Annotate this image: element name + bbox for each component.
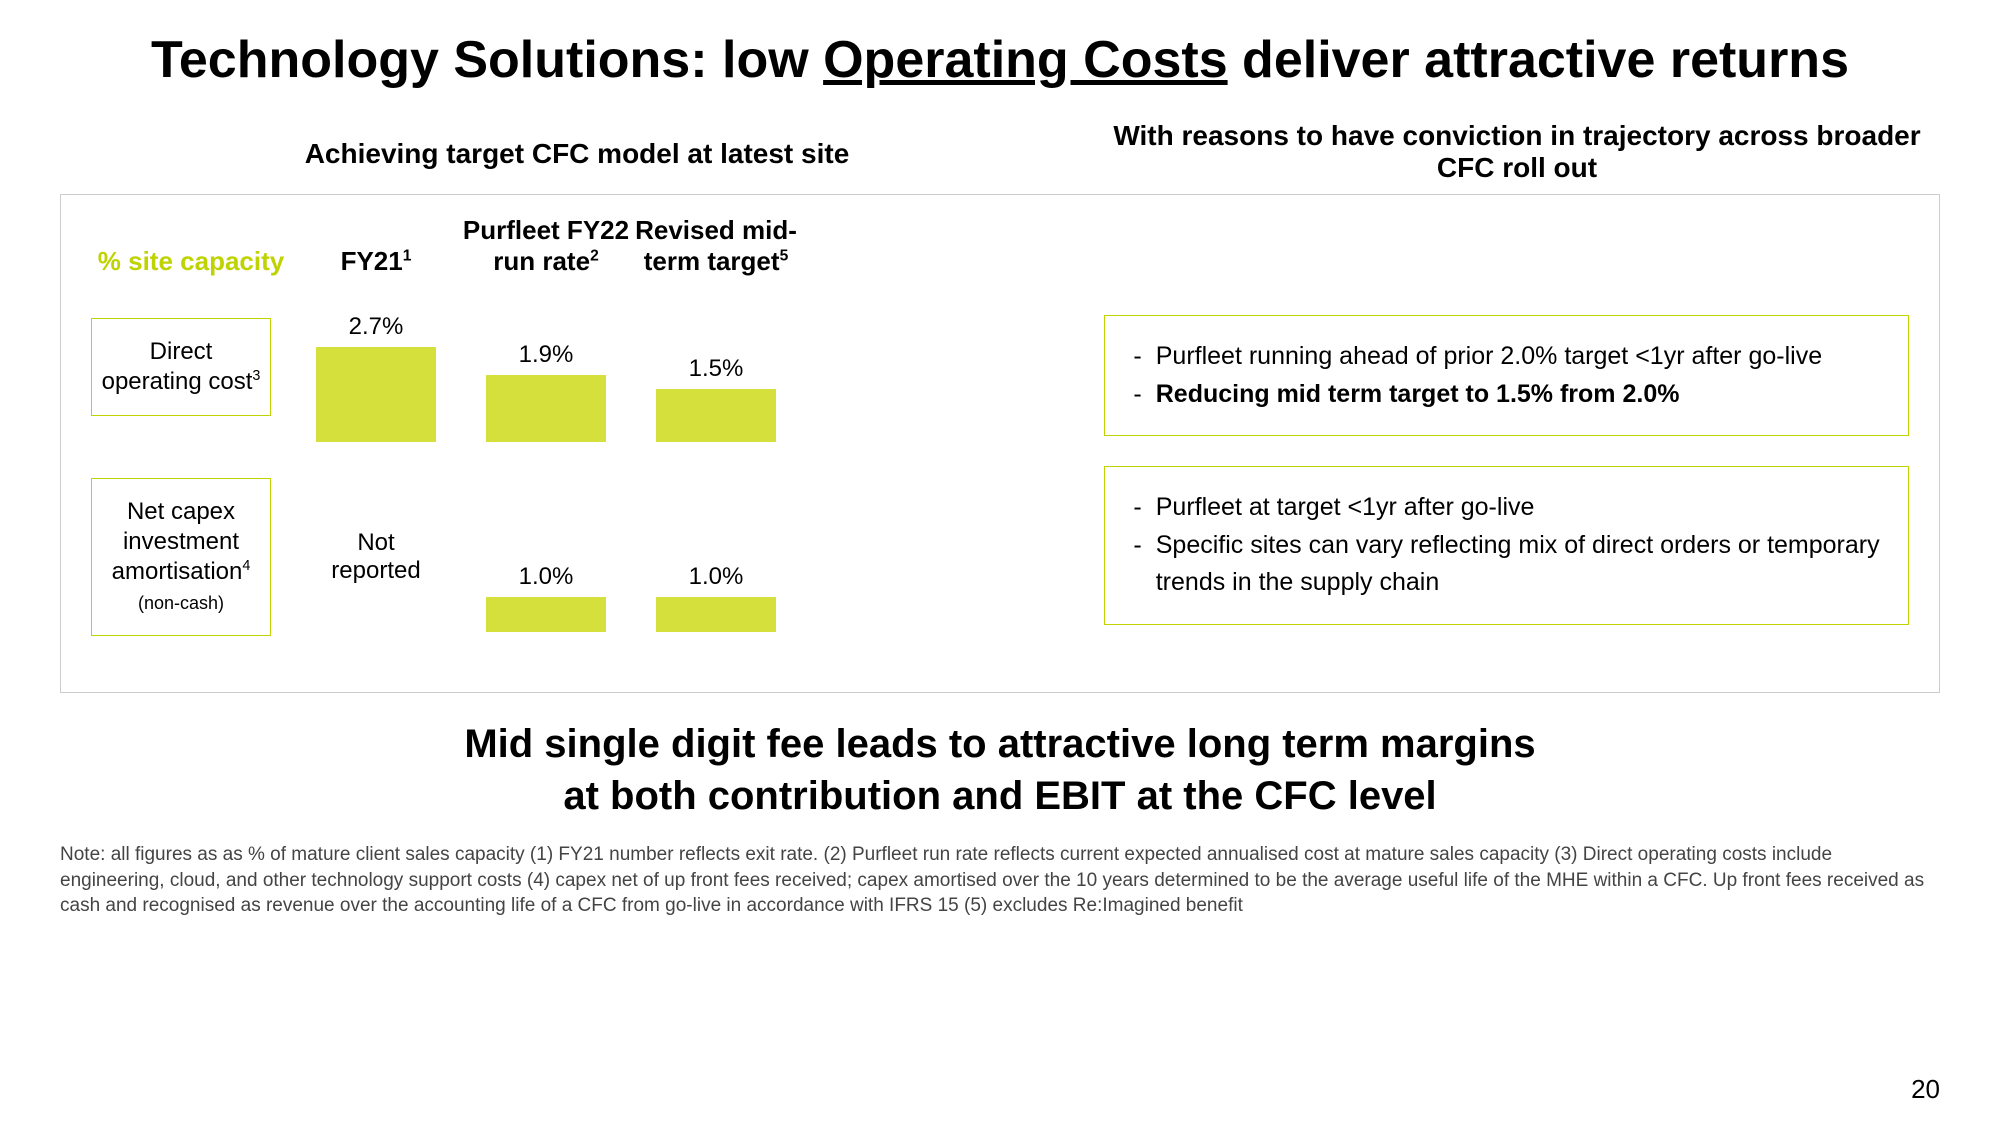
bullets-area: Purfleet running ahead of prior 2.0% tar… <box>1104 215 1909 672</box>
subtitles-row: Achieving target CFC model at latest sit… <box>60 120 1940 184</box>
title-suffix: deliver attractive returns <box>1228 31 1849 89</box>
conclusion: Mid single digit fee leads to attractive… <box>60 718 1940 822</box>
bar-cell: 1.0% <box>631 482 801 632</box>
chart-area: % site capacity FY211 Purfleet FY22 run … <box>91 215 1074 672</box>
bar-label: 1.0% <box>519 563 574 591</box>
header-site-capacity: % site capacity <box>91 246 291 277</box>
row-label: Net capex investment amortisation4(non-c… <box>91 478 271 636</box>
conclusion-line1: Mid single digit fee leads to attractive… <box>60 718 1940 770</box>
bar-label: 1.9% <box>519 341 574 369</box>
title-underlined: Operating Costs <box>823 31 1228 89</box>
bullet-item: Purfleet running ahead of prior 2.0% tar… <box>1133 338 1880 376</box>
bar <box>656 389 776 442</box>
subtitle-right: With reasons to have conviction in traje… <box>1094 120 1940 184</box>
bullet-box: Purfleet running ahead of prior 2.0% tar… <box>1104 315 1909 436</box>
chart-row: Direct operating cost3 2.7% 1.9% 1.5% <box>91 292 1074 442</box>
page-number: 20 <box>1911 1074 1940 1105</box>
bar-label: 1.5% <box>689 355 744 383</box>
bar-cell: 2.7% <box>291 292 461 442</box>
bar-cell: 1.9% <box>461 292 631 442</box>
main-content-box: % site capacity FY211 Purfleet FY22 run … <box>60 194 1940 693</box>
header-revised-target: Revised mid-term target5 <box>631 215 801 277</box>
bar-cell: 1.5% <box>631 292 801 442</box>
bullet-item: Purfleet at target <1yr after go-live <box>1133 489 1880 527</box>
bar-cell: 1.0% <box>461 482 631 632</box>
row-label: Direct operating cost3 <box>91 318 271 416</box>
page-title: Technology Solutions: low Operating Cost… <box>60 30 1940 90</box>
bar <box>656 597 776 632</box>
column-headers: % site capacity FY211 Purfleet FY22 run … <box>91 215 1074 277</box>
chart-row: Net capex investment amortisation4(non-c… <box>91 482 1074 632</box>
conclusion-line2: at both contribution and EBIT at the CFC… <box>60 770 1940 822</box>
title-prefix: Technology Solutions: low <box>151 31 823 89</box>
footnote: Note: all figures as as % of mature clie… <box>60 842 1940 919</box>
subtitle-left: Achieving target CFC model at latest sit… <box>60 120 1094 184</box>
bullet-item: Specific sites can vary reflecting mix o… <box>1133 527 1880 602</box>
bullet-item: Reducing mid term target to 1.5% from 2.… <box>1133 376 1880 414</box>
bar <box>486 597 606 632</box>
bar-label: 1.0% <box>689 563 744 591</box>
not-reported-text: Notreported <box>291 529 461 585</box>
bar <box>316 347 436 442</box>
header-fy21: FY211 <box>291 246 461 277</box>
header-purfleet: Purfleet FY22 run rate2 <box>461 215 631 277</box>
bar-label: 2.7% <box>349 313 404 341</box>
bullet-box: Purfleet at target <1yr after go-liveSpe… <box>1104 466 1909 625</box>
bar <box>486 375 606 442</box>
